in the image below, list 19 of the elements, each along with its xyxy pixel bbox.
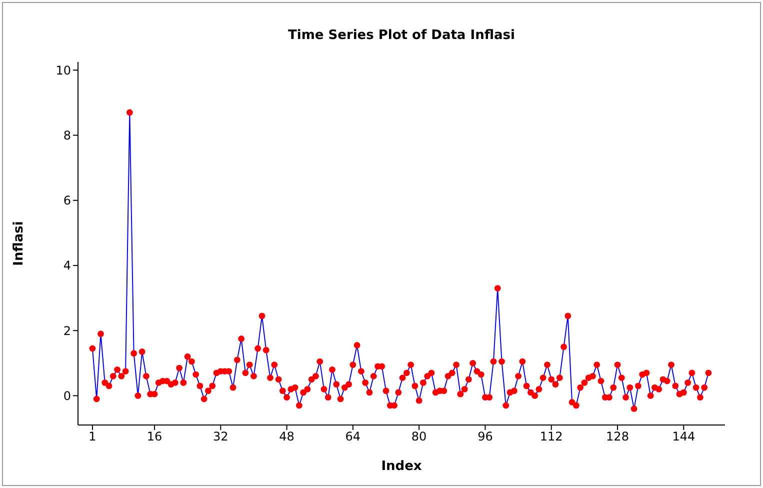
x-tick-label: 80: [411, 430, 427, 444]
y-tick-label: 2: [63, 324, 71, 338]
x-tick-label: 128: [606, 430, 629, 444]
y-tick-label: 6: [63, 194, 71, 208]
y-tick-label: 0: [63, 388, 71, 403]
x-tick-label: 48: [279, 430, 294, 444]
y-tick-label: 4: [63, 258, 71, 273]
x-tick-label: 96: [478, 430, 493, 444]
x-tick-label: 16: [146, 430, 162, 444]
y-tick-label: 10: [56, 63, 71, 78]
x-tick-label: 32: [212, 430, 228, 444]
x-axis-title: Index: [381, 459, 422, 474]
x-tick-label: 112: [540, 430, 563, 444]
y-tick-label: 8: [63, 128, 71, 143]
x-tick-label: 64: [345, 430, 361, 444]
x-tick-label: 144: [672, 430, 696, 444]
chart-title: Time Series Plot of Data Inflasi: [287, 28, 516, 43]
y-axis-title: Inflasi: [12, 221, 27, 266]
x-tick-label: 1: [88, 430, 96, 444]
